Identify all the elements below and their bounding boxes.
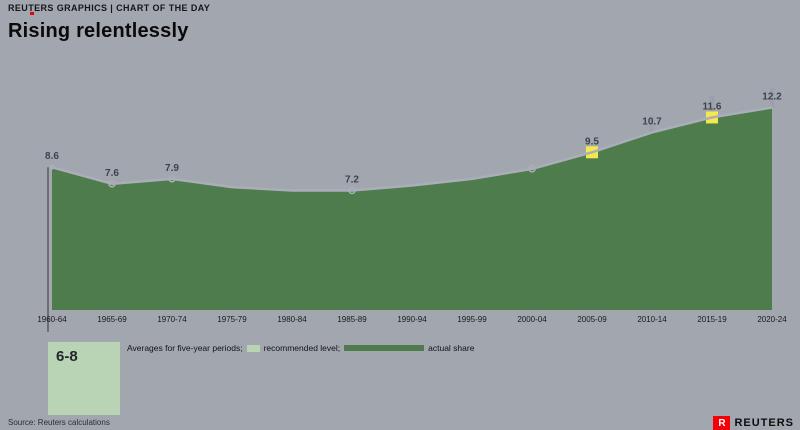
light-green-swatch-icon (246, 344, 260, 352)
x-axis-label: 2000-04 (517, 315, 547, 324)
projection-range-bar (649, 115, 655, 133)
reuters-wordmark: REUTERS (734, 417, 794, 429)
x-axis-label: 1965-69 (97, 315, 127, 324)
kicker: REUTERS GRAPHICS | CHART OF THE DAY (8, 3, 211, 13)
point-marker (168, 175, 176, 183)
key-box-label: 6-8 (56, 348, 78, 365)
x-axis-label: 2010-14 (637, 315, 667, 324)
footnote-text-1: Averages for five-year periods; (127, 343, 243, 353)
x-axis-label: 2005-09 (577, 315, 607, 324)
x-axis-label: 1980-84 (277, 315, 307, 324)
footnote-text-3: actual share (428, 343, 475, 353)
reuters-logo: R REUTERS (713, 416, 794, 430)
x-axis-label: 2015-19 (697, 315, 727, 324)
key-box: 6-8 (48, 342, 120, 415)
footnote-text-2: recommended level; (263, 343, 341, 353)
x-axis-label: 1970-74 (157, 315, 187, 324)
value-label: 7.9 (165, 163, 179, 174)
point-marker (108, 180, 116, 188)
start-point-marker (49, 164, 55, 170)
x-axis-label: 1990-94 (397, 315, 427, 324)
reuters-r-icon: R (713, 416, 731, 430)
value-label: 11.6 (703, 101, 722, 112)
x-axis-label: 2020-24 (757, 315, 787, 324)
point-marker (528, 165, 536, 173)
footnote-legend-row: Averages for five-year periods; recommen… (127, 342, 474, 354)
dark-green-swatch-icon (344, 345, 425, 351)
x-axis-label: 1985-89 (337, 315, 367, 324)
value-label: 8.6 (45, 151, 59, 162)
projection-range-bar (769, 87, 775, 108)
x-axis-label: 1960-64 (37, 315, 67, 324)
value-label: 12.2 (762, 91, 782, 102)
page-title: Rising relentlessly (8, 20, 189, 42)
x-axis-label: 1975-79 (217, 315, 247, 324)
point-marker (348, 186, 356, 195)
source-line: Source: Reuters calculations (8, 418, 110, 427)
x-axis-label: 1995-99 (457, 315, 487, 324)
value-label: 7.6 (105, 168, 119, 179)
data-line (51, 106, 773, 192)
area-fill (52, 107, 772, 310)
value-label: 10.7 (642, 116, 662, 127)
projection-range-bar (709, 95, 715, 118)
kicker-accent-mark (30, 12, 34, 15)
value-label: 7.2 (345, 174, 359, 185)
value-label: 9.5 (585, 136, 599, 147)
